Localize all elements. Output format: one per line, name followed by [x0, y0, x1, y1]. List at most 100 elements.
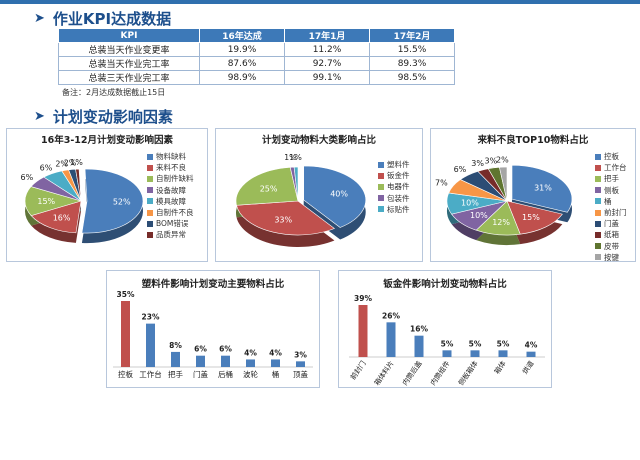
legend-swatch: [595, 254, 601, 261]
bar-data-label: 8%: [169, 341, 182, 350]
legend-item: 标贴件: [378, 204, 410, 215]
kpi-header-cell: KPI: [58, 28, 200, 43]
kpi-cell: 19.9%: [199, 42, 285, 57]
bar-data-label: 5%: [441, 339, 454, 348]
chart-title: 计划变动物料大类影响占比: [261, 135, 376, 146]
pie-slice: [293, 166, 299, 202]
legend-item: 皮带: [595, 241, 627, 252]
legend-swatch: [378, 172, 384, 179]
legend-item: 来料不良: [147, 162, 194, 173]
arrow-right-icon: ➤: [34, 11, 45, 26]
legend-swatch: [595, 198, 601, 205]
legend-item: 设备故障: [147, 185, 194, 196]
section-kpi-heading: ➤ 作业KPI达成数据: [34, 8, 171, 29]
kpi-cell: 11.2%: [284, 42, 370, 57]
kpi-cell: 98.5%: [369, 70, 455, 85]
bar-chart-plastic: 35% 控板 23% 工作台 8% 把手 6% 门盖 6% 后桶 4% 波轮 4% 桶 3% 顶盖: [113, 290, 313, 379]
legend-label: 标贴件: [387, 204, 410, 214]
bar: [171, 351, 180, 367]
legend-item: 品质异常: [147, 229, 194, 240]
legend-swatch: [595, 209, 601, 216]
pie-data-label: 1%: [284, 153, 297, 162]
table-row: 总装当天作业完工率 87.6% 92.7% 89.3%: [58, 56, 455, 71]
legend-item: 把手: [595, 173, 627, 184]
chart-title: 16年3-12月计划变动影响因素: [41, 135, 173, 146]
pie-data-label: 2%: [55, 160, 68, 169]
pie-data-label: 7%: [435, 179, 448, 188]
pie-data-label: 6%: [454, 165, 467, 174]
legend-item: 纸箱: [595, 229, 627, 240]
pie-slice: [24, 186, 83, 216]
section-factors-title: 计划变动影响因素: [52, 108, 173, 126]
bar-panel-plastic: 塑料件影响计划变动主要物料占比 35% 控板 23% 工作台 8% 把手 6% 门盖 6% 后桶 4…: [106, 270, 320, 388]
bar-data-label: 6%: [194, 345, 207, 354]
kpi-row-name: 总装当天作业变更率: [58, 42, 200, 57]
legend-item: 门盖: [595, 218, 627, 229]
section-factors-heading: ➤ 计划变动影响因素: [34, 106, 173, 127]
legend-label: 把手: [604, 174, 619, 184]
kpi-header-cell: 16年达成: [199, 28, 285, 43]
kpi-row-name: 总装当天作业完工率: [58, 56, 200, 71]
legend-label: 控板: [604, 152, 619, 162]
pie-data-label: 10%: [461, 199, 479, 208]
bar-data-label: 5%: [469, 339, 482, 348]
legend-swatch: [595, 231, 601, 238]
bar-category-label: 波轮: [243, 369, 258, 379]
bar: [414, 335, 424, 357]
legend-swatch: [595, 153, 601, 160]
bar: [526, 351, 536, 357]
pie-chart-material-class: 40% 33% 25% 1%1%: [235, 153, 367, 247]
pie-data-label: 6%: [40, 163, 53, 172]
bar-data-label: 5%: [497, 339, 510, 348]
pie-chart-factors: 52%16%15%6%6% 2%2%1%: [21, 158, 144, 244]
kpi-row-name: 总装三天作业完工率: [58, 70, 200, 85]
bar: [196, 355, 205, 367]
kpi-cell: 15.5%: [369, 42, 455, 57]
legend-swatch: [147, 175, 153, 182]
legend-item: 桶: [595, 196, 627, 207]
bar: [221, 355, 230, 367]
arrow-right-icon: ➤: [34, 109, 45, 124]
legend-label: 工作台: [604, 163, 627, 173]
kpi-cell: 87.6%: [199, 56, 285, 71]
pie-slice: [75, 168, 82, 202]
bar-data-label: 26%: [382, 311, 400, 320]
bar-category-label: 内筒后盖: [400, 359, 423, 387]
pie-data-label: 1%: [70, 158, 83, 167]
pie-data-label: 2%: [64, 158, 77, 167]
chart-title: 钣金件影响计划变动物料占比: [383, 279, 507, 290]
legend-label: BOM错误: [156, 219, 189, 229]
legend-item: 电器件: [378, 181, 410, 192]
legend-label: 钣金件: [387, 171, 410, 181]
bar-data-label: 4%: [269, 348, 282, 357]
bar-category-label: 桶: [272, 369, 280, 379]
legend-label: 前封门: [604, 208, 627, 218]
kpi-header-cell: 17年1月: [284, 28, 370, 43]
bar-data-label: 3%: [294, 350, 307, 359]
legend-item: 塑料件: [378, 159, 410, 170]
pie-slice: [511, 164, 573, 213]
legend-swatch: [378, 195, 384, 202]
bar: [146, 323, 155, 367]
pie-data-label: 6%: [21, 173, 34, 182]
top-accent-bar: [0, 0, 640, 4]
bar-category-label: 控板: [118, 369, 133, 379]
pie-data-label: 15%: [37, 197, 55, 206]
kpi-table: KPI 16年达成 17年1月 17年2月 总装当天作业变更率 19.9% 11…: [58, 28, 455, 85]
legend-item: 工作台: [595, 162, 627, 173]
pie-data-label: 10%: [470, 211, 488, 220]
pie-data-label: 31%: [534, 183, 552, 192]
pie-data-label: 3%: [471, 159, 484, 168]
chart-title: 来料不良TOP10物料占比: [477, 135, 589, 146]
legend-item: 按键: [595, 252, 627, 263]
legend-label: 设备故障: [156, 185, 186, 195]
bar-category-label: 烘道: [520, 359, 535, 376]
legend-label: 按键: [604, 252, 619, 262]
legend-label: 侧板: [604, 185, 619, 195]
legend-swatch: [147, 231, 153, 238]
pie-slice: [235, 166, 299, 206]
bar-data-label: 39%: [354, 294, 372, 303]
bar-data-label: 4%: [525, 341, 538, 350]
pie-data-label: 12%: [492, 218, 510, 227]
pie-panel-factors: 16年3-12月计划变动影响因素 52% 16% 15% 6% 6% 2% 2% 1% 物料缺…: [6, 128, 208, 262]
